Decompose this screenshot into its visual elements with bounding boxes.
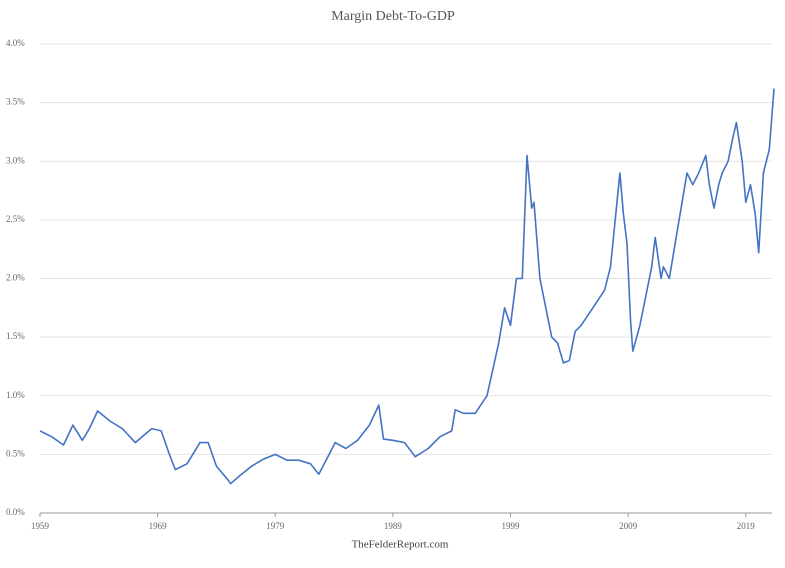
y-tick-label: 4.0% bbox=[6, 38, 25, 48]
source: TheFelderReport.com bbox=[352, 539, 449, 551]
y-tick-label: 0.0% bbox=[6, 507, 25, 517]
data-line bbox=[39, 88, 775, 485]
y-tick-label: 2.0% bbox=[6, 273, 25, 283]
x-tick-label: 1989 bbox=[384, 521, 403, 531]
x-tick-label: 1959 bbox=[31, 521, 50, 531]
x-tick-label: 1969 bbox=[149, 521, 168, 531]
y-tick-label: 2.5% bbox=[6, 214, 25, 224]
chart-title: Margin Debt-To-GDP bbox=[331, 9, 455, 24]
y-tick-label: 0.5% bbox=[6, 448, 25, 458]
y-tick-label: 1.0% bbox=[6, 390, 25, 400]
y-tick-label: 3.0% bbox=[6, 155, 25, 165]
y-tick-label: 1.5% bbox=[6, 331, 25, 341]
x-tick-label: 2009 bbox=[619, 521, 638, 531]
y-tick-label: 3.5% bbox=[6, 97, 25, 107]
x-tick-label: 1999 bbox=[502, 521, 521, 531]
x-tick-label: 1979 bbox=[266, 521, 285, 531]
x-tick-label: 2019 bbox=[737, 521, 756, 531]
